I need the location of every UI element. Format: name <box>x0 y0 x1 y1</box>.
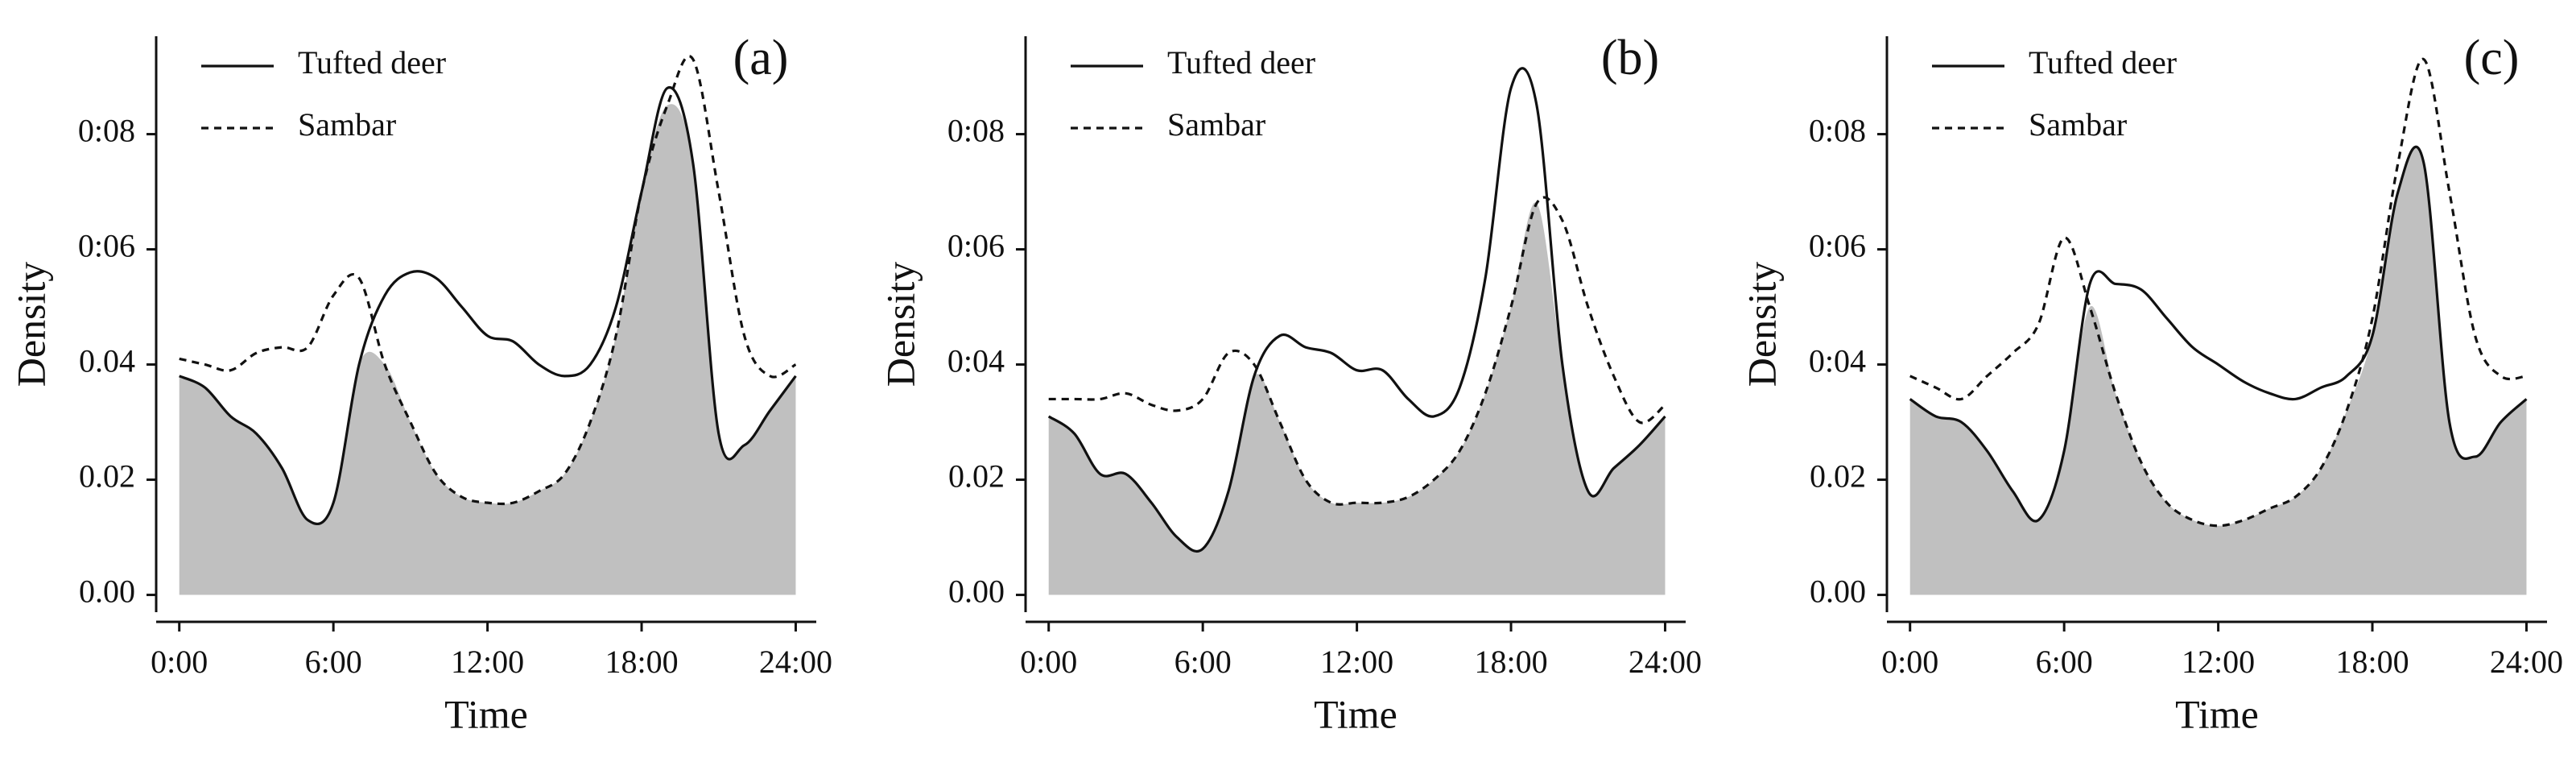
density-line <box>179 86 797 526</box>
x-tick-label: 12:00 <box>1320 644 1393 680</box>
y-tick-label: 0:08 <box>1809 113 1866 149</box>
y-tick-label: 0:04 <box>1809 343 1866 379</box>
y-tick-label: 0:08 <box>78 113 135 149</box>
x-axis-label: Time <box>1314 691 1397 736</box>
panel-label: (b) <box>1601 31 1659 85</box>
legend-label: Sambar <box>298 106 396 143</box>
x-tick-label: 24:00 <box>1629 644 1702 680</box>
y-tick-label: 0:06 <box>78 228 135 264</box>
legend-label: Tufted deer <box>298 44 446 81</box>
panel: Tufted deer Sambar 0.00 0.02 0.04 0:06 0:08 0:0… <box>8 31 832 736</box>
x-tick-label: 6:00 <box>2036 644 2093 680</box>
overlap-area <box>179 104 796 595</box>
panel-label: (a) <box>733 31 789 85</box>
y-axis-label: Density <box>1739 262 1784 387</box>
y-tick-label: 0.00 <box>1810 574 1866 610</box>
density-line <box>1048 196 1666 506</box>
y-tick-label: 0.04 <box>79 343 135 379</box>
overlap-area <box>1048 202 1666 595</box>
density-line <box>1047 67 1666 553</box>
y-tick-label: 0:08 <box>947 113 1005 149</box>
y-tick-label: 0.02 <box>79 458 135 495</box>
density-line <box>1909 145 2528 523</box>
x-tick-label: 24:00 <box>759 644 832 680</box>
y-tick-label: 0.02 <box>1810 458 1866 495</box>
y-axis-label: Density <box>877 262 923 387</box>
x-tick-label: 18:00 <box>1474 644 1547 680</box>
y-tick-label: 0:06 <box>947 228 1005 264</box>
x-axis-label: Time <box>444 691 528 736</box>
panel: Tufted deer Sambar 0.00 0.02 0:04 0:06 0:08 0:0… <box>1739 31 2563 736</box>
overlap-area <box>1909 147 2527 595</box>
legend-label: Sambar <box>2029 106 2127 143</box>
panel-label: (c) <box>2464 31 2520 85</box>
x-axis-label: Time <box>2175 691 2259 736</box>
y-tick-label: 0:04 <box>947 343 1005 379</box>
x-tick-label: 0:00 <box>151 644 208 680</box>
x-tick-label: 24:00 <box>2490 644 2563 680</box>
legend-label: Tufted deer <box>2029 44 2177 81</box>
y-tick-label: 0:06 <box>1809 228 1866 264</box>
legend-label: Tufted deer <box>1167 44 1315 81</box>
x-tick-label: 6:00 <box>305 644 362 680</box>
legend-label: Sambar <box>1167 106 1265 143</box>
y-tick-label: 0.00 <box>79 574 135 610</box>
x-tick-label: 18:00 <box>2335 644 2409 680</box>
y-tick-label: 0.02 <box>948 458 1005 495</box>
panel: Tufted deer Sambar 0.00 0.02 0:04 0:06 0:08 0:0… <box>877 31 1702 736</box>
density-line <box>179 55 797 506</box>
y-axis-label: Density <box>8 262 53 387</box>
x-tick-label: 0:00 <box>1020 644 1077 680</box>
y-tick-label: 0.00 <box>948 574 1005 610</box>
x-tick-label: 12:00 <box>2182 644 2255 680</box>
x-tick-label: 6:00 <box>1174 644 1232 680</box>
x-tick-label: 0:00 <box>1881 644 1938 680</box>
x-tick-label: 18:00 <box>605 644 678 680</box>
x-tick-label: 12:00 <box>451 644 524 680</box>
